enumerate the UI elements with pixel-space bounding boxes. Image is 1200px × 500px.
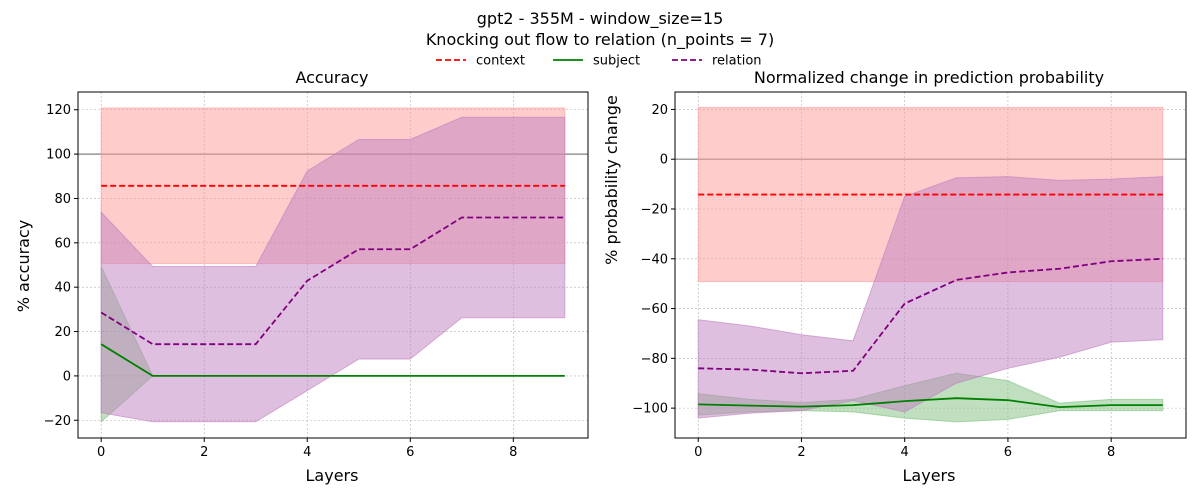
x-tick-label: 2 <box>797 445 805 460</box>
x-tick-label: 6 <box>406 445 414 460</box>
x-tick-label: 8 <box>1107 445 1115 460</box>
y-tick-label: 20 <box>54 325 71 340</box>
legend: context subject relation <box>436 54 762 69</box>
accuracy-panel: Accuracy Layers % accuracy 0 2 4 6 8 −20 0 20 40… <box>14 68 589 485</box>
probability-y-axis-label: % probability change <box>602 95 621 265</box>
y-tick-label: −20 <box>641 202 668 217</box>
relation-band <box>100 116 566 423</box>
x-tick-label: 0 <box>694 445 702 460</box>
y-tick-label: −60 <box>641 302 668 317</box>
y-tick-label: 0 <box>63 369 71 384</box>
y-tick-label: 40 <box>54 281 71 296</box>
accuracy-y-axis-label: % accuracy <box>14 220 33 312</box>
probability-panel-title: Normalized change in prediction probabil… <box>754 68 1104 87</box>
y-tick-label: 60 <box>54 236 71 251</box>
y-tick-label: 100 <box>46 148 71 163</box>
accuracy-x-axis-label: Layers <box>306 466 359 485</box>
probability-x-axis-label: Layers <box>903 466 956 485</box>
figure-title-line1: gpt2 - 355M - window_size=15 <box>477 9 724 29</box>
y-tick-label: 20 <box>651 103 668 118</box>
y-tick-label: 0 <box>660 153 668 168</box>
relation-band <box>697 176 1164 419</box>
legend-relation-label: relation <box>712 54 762 69</box>
x-tick-label: 4 <box>303 445 311 460</box>
x-tick-label: 2 <box>200 445 208 460</box>
legend-subject-label: subject <box>593 54 640 69</box>
y-tick-label: −20 <box>44 414 71 429</box>
y-tick-label: −80 <box>641 352 668 367</box>
legend-context-label: context <box>476 54 525 69</box>
axes-frame <box>674 91 1187 439</box>
relation-line <box>698 257 1163 375</box>
subject-line <box>100 343 565 377</box>
figure-title-line2: Knocking out flow to relation (n_points … <box>426 30 774 50</box>
x-tick-label: 0 <box>97 445 105 460</box>
accuracy-panel-title: Accuracy <box>295 68 368 87</box>
y-tick-label: 80 <box>54 192 71 207</box>
probability-panel: Normalized change in prediction probabil… <box>602 68 1187 485</box>
x-tick-label: 6 <box>1004 445 1012 460</box>
relation-line <box>100 216 565 346</box>
y-tick-label: 120 <box>46 103 71 118</box>
x-tick-label: 8 <box>509 445 517 460</box>
axes-frame <box>77 91 589 439</box>
subject-line <box>698 397 1163 409</box>
y-tick-label: −40 <box>641 252 668 267</box>
y-tick-label: −100 <box>632 402 668 417</box>
x-tick-label: 4 <box>901 445 909 460</box>
